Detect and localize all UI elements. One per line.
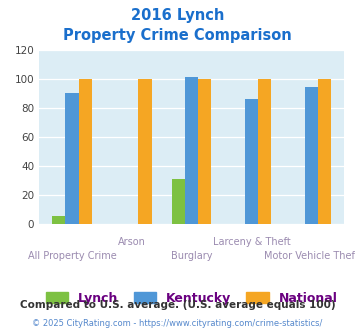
Text: Compared to U.S. average. (U.S. average equals 100): Compared to U.S. average. (U.S. average … [20, 300, 335, 310]
Text: © 2025 CityRating.com - https://www.cityrating.com/crime-statistics/: © 2025 CityRating.com - https://www.city… [32, 319, 323, 328]
Text: All Property Crime: All Property Crime [28, 251, 116, 261]
Text: Arson: Arson [118, 237, 146, 247]
Bar [65, 93, 78, 224]
Bar [305, 87, 318, 224]
Bar [52, 216, 65, 224]
Bar [138, 79, 152, 224]
Legend: Lynch, Kentucky, National: Lynch, Kentucky, National [46, 292, 338, 305]
Bar [318, 79, 331, 224]
Bar [172, 179, 185, 224]
Bar [198, 79, 212, 224]
Text: Larceny & Theft: Larceny & Theft [213, 237, 290, 247]
Bar [185, 77, 198, 224]
Text: Motor Vehicle Theft: Motor Vehicle Theft [264, 251, 355, 261]
Bar [245, 99, 258, 224]
Text: Property Crime Comparison: Property Crime Comparison [63, 28, 292, 43]
Bar [258, 79, 271, 224]
Text: 2016 Lynch: 2016 Lynch [131, 8, 224, 23]
Bar [78, 79, 92, 224]
Text: Burglary: Burglary [171, 251, 212, 261]
